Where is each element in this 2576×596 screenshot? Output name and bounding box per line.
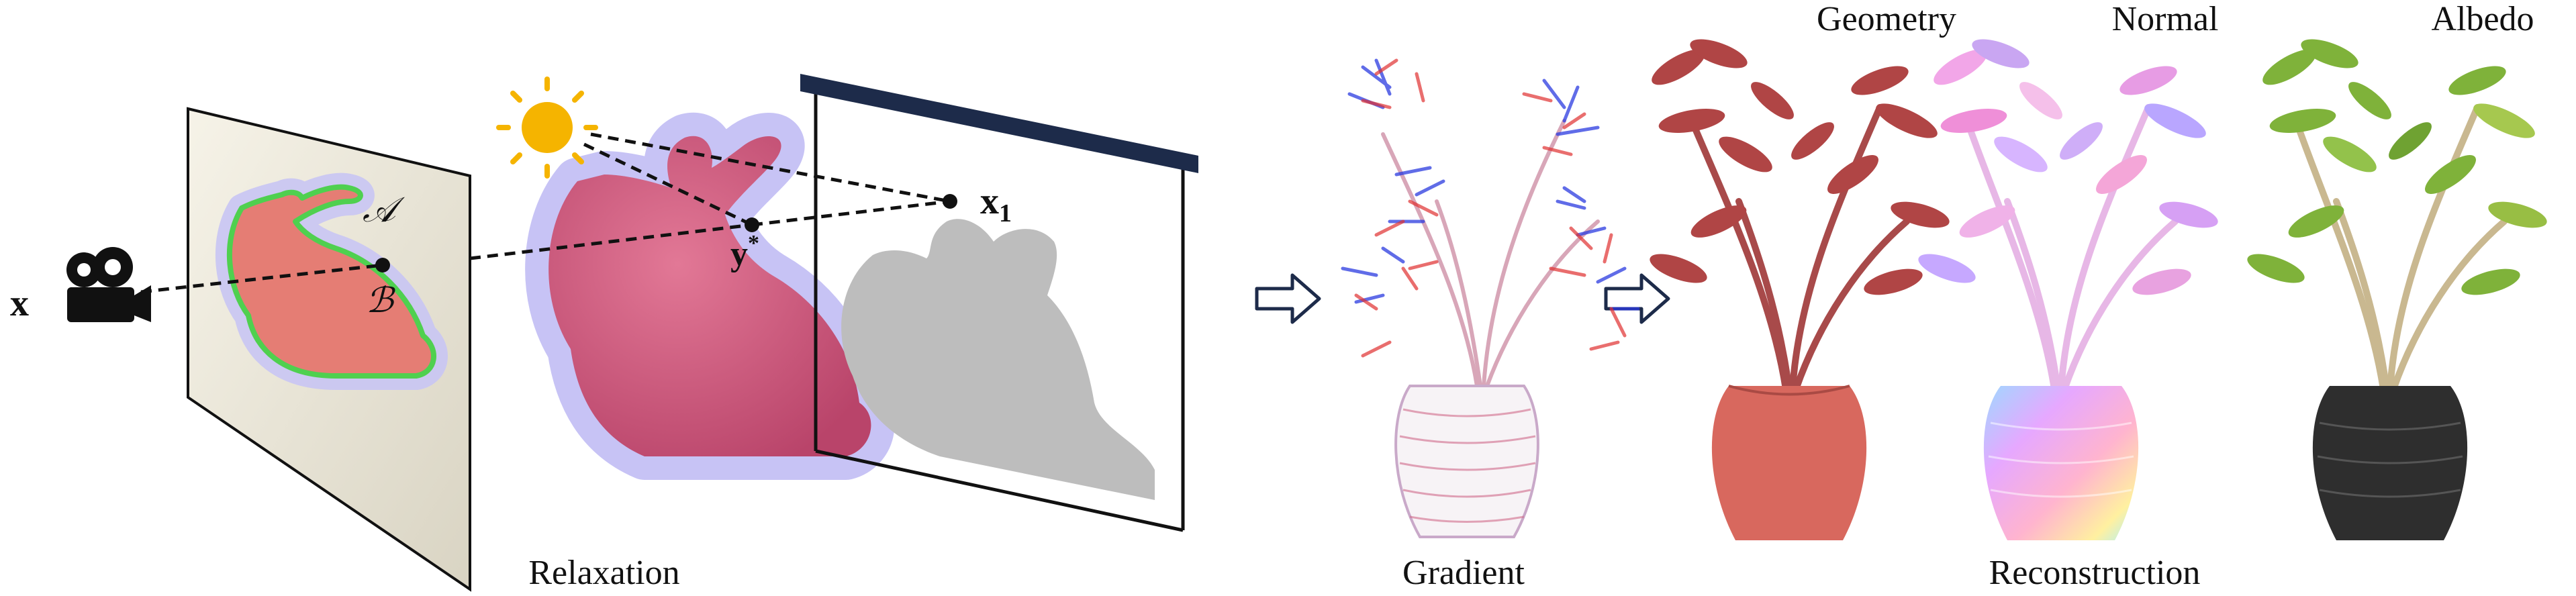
reconstruction-caption: Reconstruction	[1989, 554, 2201, 592]
bunny-body	[548, 136, 871, 456]
projected-bunny	[215, 172, 448, 390]
gradient-pot	[1394, 385, 1539, 538]
camera-icon	[66, 247, 151, 322]
point-x-label: x	[10, 283, 29, 324]
albedo-plant	[2247, 39, 2547, 540]
gradient-plant	[1341, 58, 1640, 388]
point-y-dot	[745, 217, 759, 232]
normal-title: Normal	[2112, 0, 2219, 38]
light-rays	[140, 132, 951, 294]
relaxation-panel: 𝒜 ℬ x	[10, 74, 1198, 592]
bunny-shadow	[841, 219, 1155, 500]
relaxation-caption: Relaxation	[528, 554, 679, 592]
reconstruction-panel: Geometry	[1650, 0, 2547, 592]
geometry-plant	[1650, 39, 1950, 540]
region-b-label: ℬ	[366, 282, 395, 320]
point-x1-label: x1	[980, 181, 1012, 228]
geometry-title: Geometry	[1817, 0, 1956, 38]
normal-plant	[1918, 39, 2218, 540]
right-arrow-icon	[1255, 273, 1321, 324]
albedo-title: Albedo	[2431, 0, 2534, 38]
point-x1-dot	[943, 194, 957, 209]
sun-icon	[496, 77, 598, 179]
gradient-panel: Gradient	[1341, 58, 1640, 592]
gradient-caption: Gradient	[1402, 554, 1525, 592]
point-y-label: y*	[730, 231, 759, 273]
shadow-screen	[800, 74, 1198, 532]
point-image-dot	[375, 258, 390, 272]
